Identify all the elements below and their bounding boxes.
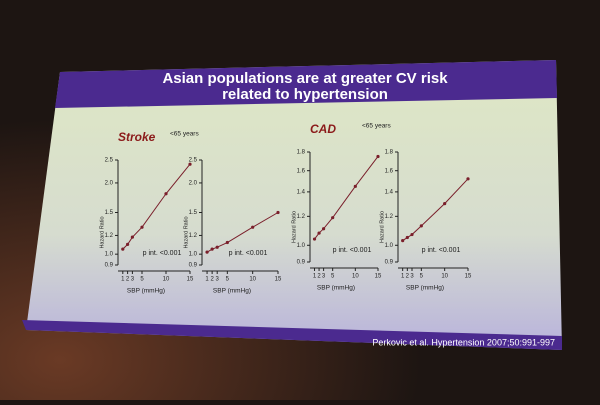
y-tick-label: 2.5	[189, 158, 198, 164]
y-axis-label: Hazard Ratio	[99, 216, 105, 248]
data-point	[225, 240, 229, 245]
chart-title: Stroke	[118, 130, 156, 144]
data-point	[140, 225, 144, 229]
y-tick-label: 1.5	[105, 210, 114, 216]
y-tick-label: 1.0	[385, 243, 394, 249]
data-point	[210, 247, 214, 251]
x-tick-label: 5	[420, 274, 424, 280]
data-point	[376, 154, 380, 159]
y-tick-label: 0.9	[297, 260, 306, 266]
slide-footer	[22, 320, 562, 350]
data-point	[322, 227, 326, 231]
x-tick-label: 10	[249, 277, 256, 283]
x-axis-label: SBP (mmHg)	[406, 285, 444, 292]
y-tick-label: 1.8	[297, 150, 306, 156]
y-tick-label: 0.9	[385, 260, 394, 266]
y-tick-label: 2.0	[105, 181, 114, 187]
data-point	[401, 238, 405, 243]
y-tick-label: 1.2	[189, 233, 198, 239]
y-tick-label: 0.9	[105, 263, 114, 269]
data-point	[331, 216, 335, 220]
x-tick-label: 15	[187, 277, 194, 283]
data-point	[419, 224, 423, 228]
x-tick-label: 5	[140, 277, 144, 283]
data-point	[215, 245, 219, 249]
x-tick-label: 2	[210, 277, 214, 283]
x-tick-label: 1	[401, 274, 405, 280]
data-point	[188, 162, 192, 166]
annotation: p int. <0.001	[422, 247, 461, 254]
data-point	[317, 231, 321, 235]
data-point	[410, 232, 414, 237]
x-axis-label: SBP (mmHg)	[127, 288, 165, 295]
slide	[26, 60, 562, 350]
y-axis-label: Hazard Ratio	[183, 216, 189, 248]
slide-header	[55, 60, 557, 108]
chart-subtitle: <65 years	[362, 123, 391, 130]
citation: Perkovic et al. Hypertension 2007;50:991…	[372, 337, 555, 347]
data-point	[276, 210, 280, 215]
annotation: p int. <0.001	[333, 247, 372, 254]
slide-title: related to hypertension	[222, 86, 388, 103]
x-axis-label: SBP (mmHg)	[213, 288, 251, 295]
y-axis-label: Hazard Ratio	[379, 211, 385, 243]
x-tick-label: 10	[441, 274, 448, 280]
x-tick-label: 15	[465, 274, 472, 280]
x-tick-label: 3	[410, 274, 414, 280]
x-tick-label: 10	[163, 277, 170, 283]
y-tick-label: 2.5	[105, 158, 114, 164]
annotation: p int. <0.001	[143, 250, 182, 257]
data-point	[205, 250, 209, 254]
x-tick-label: 15	[275, 277, 282, 283]
y-tick-label: 1.8	[385, 150, 394, 156]
x-tick-label: 2	[406, 274, 410, 280]
x-tick-label: 3	[322, 274, 326, 280]
y-tick-label: 1.2	[105, 233, 114, 239]
data-point	[353, 184, 357, 188]
data-point	[466, 177, 470, 181]
slide-title: Asian populations are at greater CV risk	[162, 70, 448, 87]
y-tick-label: 1.2	[297, 214, 306, 220]
y-axis-label: Hazard Ratio	[291, 211, 297, 243]
x-tick-label: 10	[352, 274, 359, 280]
y-tick-label: 1.2	[385, 214, 394, 220]
x-tick-label: 1	[205, 277, 209, 283]
x-tick-label: 5	[226, 277, 230, 283]
data-point	[121, 247, 125, 251]
chart-title: CAD	[310, 122, 336, 136]
x-tick-label: 3	[131, 277, 135, 283]
data-point	[126, 242, 130, 246]
x-tick-label: 15	[375, 274, 382, 280]
data-point	[164, 192, 168, 196]
y-tick-label: 0.9	[189, 263, 198, 269]
data-point	[130, 235, 134, 239]
x-tick-label: 1	[121, 277, 125, 283]
y-tick-label: 2.0	[189, 181, 198, 187]
y-tick-label: 1.6	[385, 168, 394, 174]
y-tick-label: 1.0	[297, 243, 306, 249]
x-tick-label: 3	[216, 277, 220, 283]
data-point	[251, 225, 255, 229]
x-tick-label: 2	[126, 277, 130, 283]
y-tick-label: 1.0	[189, 252, 198, 258]
y-tick-label: 1.0	[105, 252, 114, 258]
annotation: p int. <0.001	[229, 250, 268, 257]
data-point	[312, 237, 317, 241]
x-axis-label: SBP (mmHg)	[317, 285, 355, 292]
data-point	[405, 235, 409, 240]
y-tick-label: 1.5	[189, 210, 198, 216]
x-tick-label: 1	[313, 274, 317, 280]
y-tick-label: 1.4	[297, 189, 306, 195]
y-tick-label: 1.4	[385, 189, 394, 195]
x-tick-label: 2	[317, 274, 321, 280]
data-point	[443, 202, 447, 206]
x-tick-label: 5	[331, 274, 335, 280]
y-tick-label: 1.6	[297, 168, 306, 174]
chart-subtitle: <65 years	[170, 131, 199, 138]
